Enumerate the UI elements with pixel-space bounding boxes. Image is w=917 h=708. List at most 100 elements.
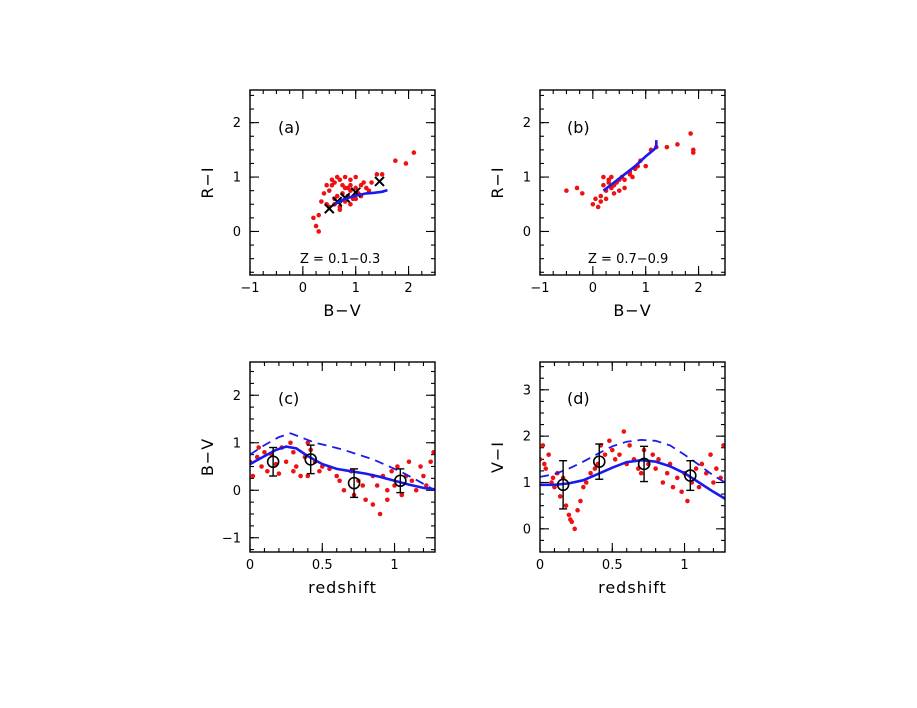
y-tick-label: 3 bbox=[523, 383, 531, 398]
y-axis-label: R−I bbox=[198, 166, 217, 198]
data-point bbox=[324, 182, 329, 188]
redshift-range-label: Z = 0.1−0.3 bbox=[300, 252, 380, 267]
panel-label: (d) bbox=[567, 389, 590, 408]
data-point bbox=[259, 464, 264, 469]
binned-mean-errorbar bbox=[347, 468, 361, 499]
model-track-solid bbox=[540, 458, 725, 500]
panel-d: 0 0.5 1 0 1 2 3 (d) redshift V−I bbox=[488, 361, 726, 597]
data-point bbox=[603, 196, 609, 202]
y-tick-label: 0 bbox=[523, 522, 531, 537]
model-track-dashed bbox=[540, 438, 725, 484]
data-point bbox=[612, 457, 618, 462]
data-point bbox=[588, 470, 593, 476]
x-tick-label: 0 bbox=[246, 558, 254, 573]
data-point bbox=[670, 484, 676, 490]
data-point bbox=[583, 480, 589, 485]
data-point bbox=[708, 452, 713, 457]
data-point bbox=[601, 182, 606, 188]
data-point bbox=[650, 452, 656, 457]
data-point bbox=[617, 452, 622, 457]
model-cross-marker bbox=[374, 176, 385, 187]
x-axis-label: B−V bbox=[323, 301, 361, 320]
data-point bbox=[653, 466, 658, 471]
data-point bbox=[611, 191, 617, 196]
panel-b: −1 0 1 2 0 1 2 (b) Z = 0.7−0.9 B−V R−I bbox=[488, 89, 726, 320]
data-point bbox=[598, 199, 604, 204]
x-tick-label: 1 bbox=[680, 558, 688, 573]
binned-mean-errorbar bbox=[266, 446, 280, 477]
data-point bbox=[395, 464, 400, 469]
data-point bbox=[262, 449, 267, 455]
data-point bbox=[305, 440, 311, 446]
data-point bbox=[374, 172, 380, 177]
data-point bbox=[337, 207, 343, 213]
data-point bbox=[595, 204, 601, 210]
data-point bbox=[334, 174, 340, 180]
data-point bbox=[377, 511, 383, 517]
data-point bbox=[389, 468, 394, 474]
data-point bbox=[418, 464, 423, 469]
data-point bbox=[409, 478, 415, 484]
x-tick-label: 1 bbox=[390, 558, 398, 573]
data-point bbox=[693, 466, 699, 471]
data-point bbox=[566, 512, 572, 518]
data-point bbox=[542, 461, 547, 467]
y-axis-label: R−I bbox=[488, 166, 507, 198]
x-tick-label: 0.5 bbox=[602, 558, 623, 573]
data-point bbox=[316, 229, 322, 234]
data-point bbox=[313, 223, 319, 229]
data-point bbox=[334, 473, 340, 479]
y-tick-label: 2 bbox=[233, 389, 241, 404]
data-point bbox=[353, 185, 359, 191]
y-tick-label: 1 bbox=[233, 171, 241, 186]
data-point bbox=[627, 443, 632, 448]
x-tick-label: −1 bbox=[240, 281, 259, 296]
binned-mean-errorbar bbox=[556, 460, 570, 510]
data-point bbox=[598, 193, 604, 199]
data-point bbox=[360, 483, 366, 488]
data-point bbox=[638, 470, 644, 476]
data-point bbox=[265, 468, 270, 474]
data-point bbox=[563, 503, 569, 508]
data-point bbox=[593, 196, 598, 202]
data-point bbox=[329, 177, 335, 183]
x-tick-label: 1 bbox=[352, 281, 360, 296]
data-point bbox=[369, 180, 374, 185]
data-point bbox=[578, 498, 583, 504]
y-tick-label: 1 bbox=[523, 171, 531, 186]
data-point bbox=[627, 172, 633, 177]
data-point bbox=[341, 487, 347, 493]
data-point bbox=[256, 445, 261, 450]
data-point bbox=[363, 497, 368, 503]
data-point bbox=[621, 429, 627, 434]
data-point bbox=[590, 201, 596, 207]
data-point bbox=[288, 440, 293, 446]
data-point bbox=[643, 163, 649, 169]
data-point bbox=[546, 452, 551, 457]
data-point bbox=[714, 466, 719, 471]
data-point bbox=[353, 196, 359, 202]
binned-mean-errorbar bbox=[637, 445, 651, 483]
data-point bbox=[293, 464, 299, 469]
y-axis-label: V−I bbox=[488, 441, 507, 473]
data-point bbox=[291, 449, 296, 455]
x-axis-label: redshift bbox=[598, 578, 667, 597]
data-point bbox=[664, 144, 670, 150]
binned-mean-errorbar bbox=[304, 444, 318, 475]
y-tick-label: 1 bbox=[233, 436, 241, 451]
data-point bbox=[348, 201, 353, 207]
data-point bbox=[656, 457, 661, 462]
x-tick-label: 1 bbox=[642, 281, 650, 296]
data-point bbox=[679, 489, 684, 495]
data-point bbox=[298, 473, 303, 479]
axes-frame bbox=[249, 361, 436, 553]
x-tick-label: 2 bbox=[694, 281, 702, 296]
data-point bbox=[334, 193, 340, 199]
panel-label: (b) bbox=[567, 118, 590, 137]
data-point bbox=[609, 174, 614, 180]
data-point bbox=[601, 174, 606, 180]
binned-mean-errorbar bbox=[394, 468, 407, 494]
plot-area-b bbox=[564, 131, 696, 210]
data-point bbox=[291, 468, 296, 474]
